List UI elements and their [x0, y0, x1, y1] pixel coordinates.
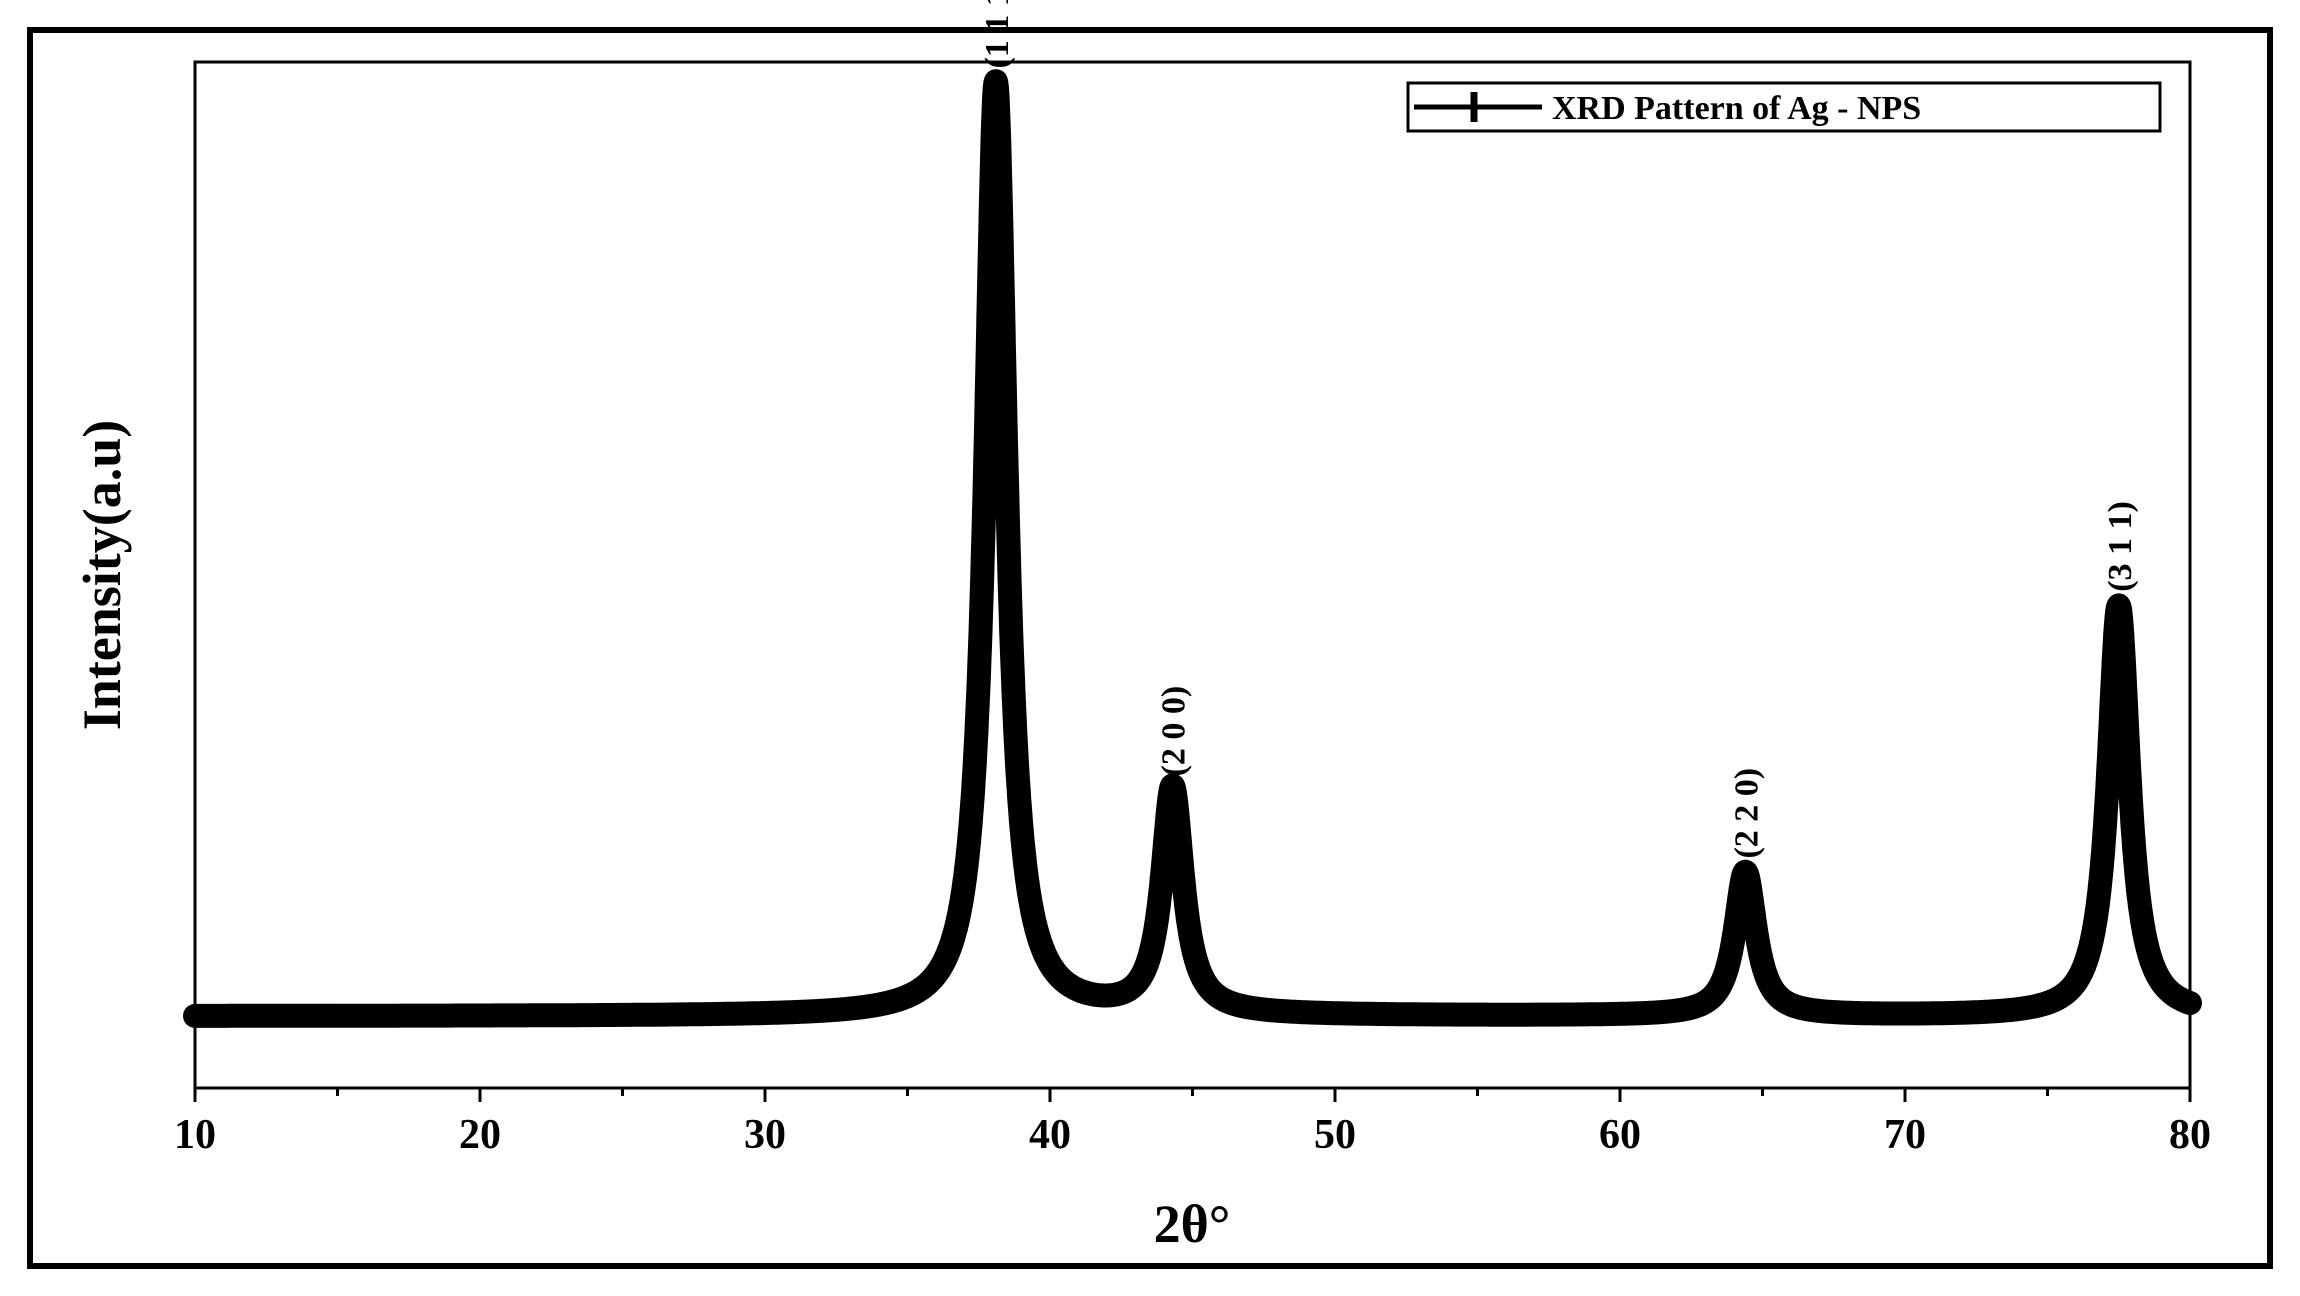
- legend-label: XRD Pattern of Ag - NPS: [1552, 90, 1921, 127]
- x-axis-ticks: [193, 1088, 2192, 1102]
- x-tick-label: 50: [1314, 1112, 1356, 1158]
- x-tick-label: 80: [2169, 1112, 2211, 1158]
- legend: XRD Pattern of Ag - NPS: [1406, 81, 2162, 133]
- x-axis-title: 2θ°: [1154, 1194, 1231, 1254]
- series-line: [183, 69, 2202, 1028]
- peak-label: (3 1 1): [2102, 501, 2139, 592]
- x-tick-label: 20: [459, 1112, 501, 1158]
- peak-label: (2 2 0): [1728, 768, 1765, 859]
- x-axis-tick-labels: 10 20 30 40 50 60 70 80: [174, 1112, 2211, 1158]
- peak-labels: (1 1 1) (2 0 0) (2 2 0) (3 1 1): [979, 0, 2139, 859]
- peak-label: (2 0 0): [1156, 686, 1193, 777]
- peak-label: (1 1 1): [979, 0, 1016, 69]
- y-axis-title: Intensity(a.u): [72, 420, 132, 731]
- x-tick-label: 40: [1029, 1112, 1071, 1158]
- x-tick-label: 60: [1599, 1112, 1641, 1158]
- outer-frame: [27, 27, 2273, 1269]
- x-tick-label: 30: [744, 1112, 786, 1158]
- x-tick-label: 10: [174, 1112, 216, 1158]
- x-tick-label: 70: [1884, 1112, 1926, 1158]
